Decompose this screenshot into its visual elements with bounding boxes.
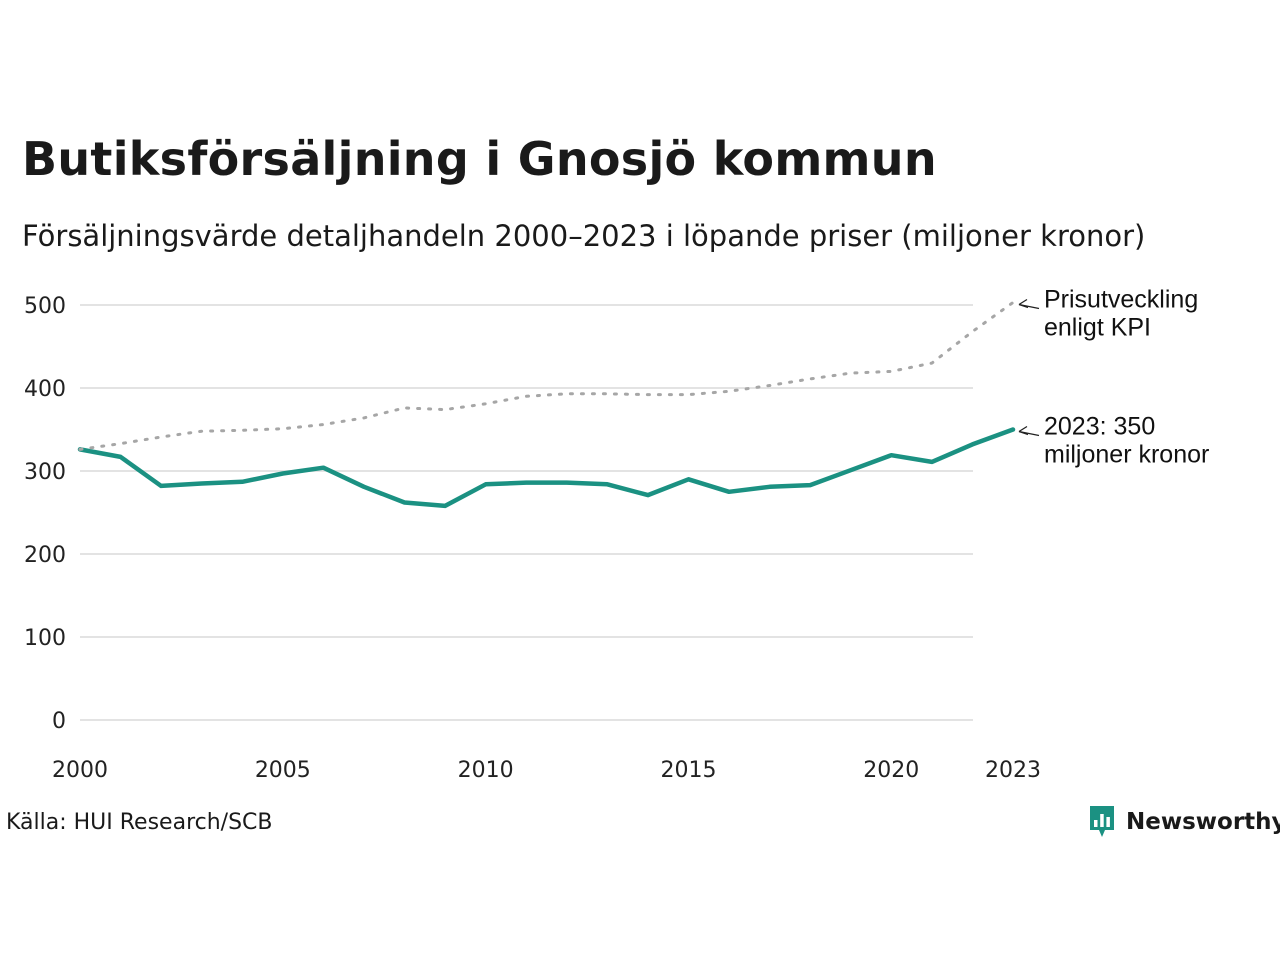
annotation-label: 2023: 350 bbox=[1044, 413, 1155, 441]
y-tick-label: 100 bbox=[24, 626, 66, 651]
x-tick-label: 2010 bbox=[458, 758, 514, 783]
y-tick-label: 300 bbox=[24, 460, 66, 485]
x-tick-label: 2023 bbox=[985, 758, 1041, 783]
x-tick-label: 2000 bbox=[52, 758, 108, 783]
bar-chart-speech-bubble-icon bbox=[1090, 806, 1114, 837]
logo-text: Newsworthy bbox=[1126, 809, 1280, 835]
chart-subtitle: Försäljningsvärde detaljhandeln 2000–202… bbox=[22, 219, 1146, 253]
y-tick-label: 200 bbox=[24, 543, 66, 568]
source-note: Källa: HUI Research/SCB bbox=[6, 810, 273, 835]
x-tick-label: 2020 bbox=[863, 758, 919, 783]
annotation-arrowhead bbox=[1018, 425, 1029, 436]
x-tick-label: 2015 bbox=[660, 758, 716, 783]
x-tick-label: 2005 bbox=[255, 758, 311, 783]
chart-title: Butiksförsäljning i Gnosjö kommun bbox=[22, 132, 937, 186]
y-tick-label: 500 bbox=[24, 294, 66, 319]
annotation-arrowhead bbox=[1018, 298, 1029, 309]
newsworthy-logo: Newsworthy bbox=[1088, 804, 1280, 840]
y-tick-label: 0 bbox=[52, 709, 66, 734]
kpi-series-line bbox=[78, 301, 1015, 451]
annotation-label: Prisutveckling bbox=[1044, 286, 1198, 314]
sales-series-line bbox=[77, 427, 1016, 509]
y-tick-label: 400 bbox=[24, 377, 66, 402]
annotation-label: miljoner kronor bbox=[1044, 441, 1209, 469]
annotation-label: enligt KPI bbox=[1044, 314, 1151, 342]
